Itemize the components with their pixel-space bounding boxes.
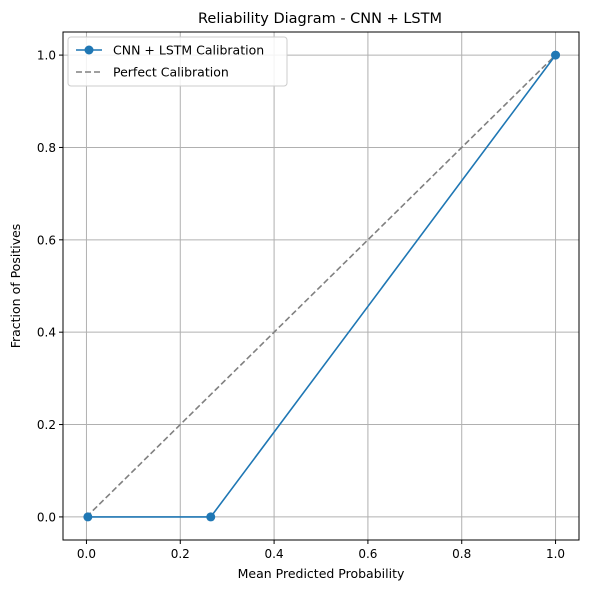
x-tick-label: 0.6	[358, 547, 377, 561]
y-tick-label: 0.4	[37, 326, 56, 340]
y-tick-label: 1.0	[37, 49, 56, 63]
legend-label-perfect: Perfect Calibration	[113, 65, 229, 80]
x-tick-label: 0.2	[171, 547, 190, 561]
x-tick-label: 1.0	[546, 547, 565, 561]
plot-frame	[62, 31, 580, 541]
y-tick-label: 0.0	[37, 510, 56, 524]
x-tick-label: 0.0	[77, 547, 96, 561]
calibration-point	[551, 50, 561, 60]
calibration-point	[83, 512, 93, 522]
series-layer	[83, 50, 561, 522]
x-tick-label: 0.8	[452, 547, 471, 561]
tick-layer: 0.0 0.2 0.4 0.6 0.8 1.0 0.0 0.2 0.4 0.6 0.8 1.0	[37, 49, 565, 561]
legend-marker-calibration	[84, 45, 94, 55]
y-tick-label: 0.6	[37, 233, 56, 247]
y-tick-label: 0.8	[37, 141, 56, 155]
y-axis-label: Fraction of Positives	[8, 224, 23, 349]
chart-title: Reliability Diagram - CNN + LSTM	[198, 11, 442, 27]
x-tick-label: 0.4	[265, 547, 284, 561]
legend-box	[67, 36, 288, 87]
perfect-calibration-line	[85, 54, 557, 518]
calibration-point	[206, 512, 216, 522]
y-tick-label: 0.2	[37, 418, 56, 432]
legend-label-calibration: CNN + LSTM Calibration	[113, 43, 264, 58]
x-axis-label: Mean Predicted Probability	[238, 566, 405, 581]
legend: CNN + LSTM Calibration Perfect Calibrati…	[67, 36, 288, 87]
